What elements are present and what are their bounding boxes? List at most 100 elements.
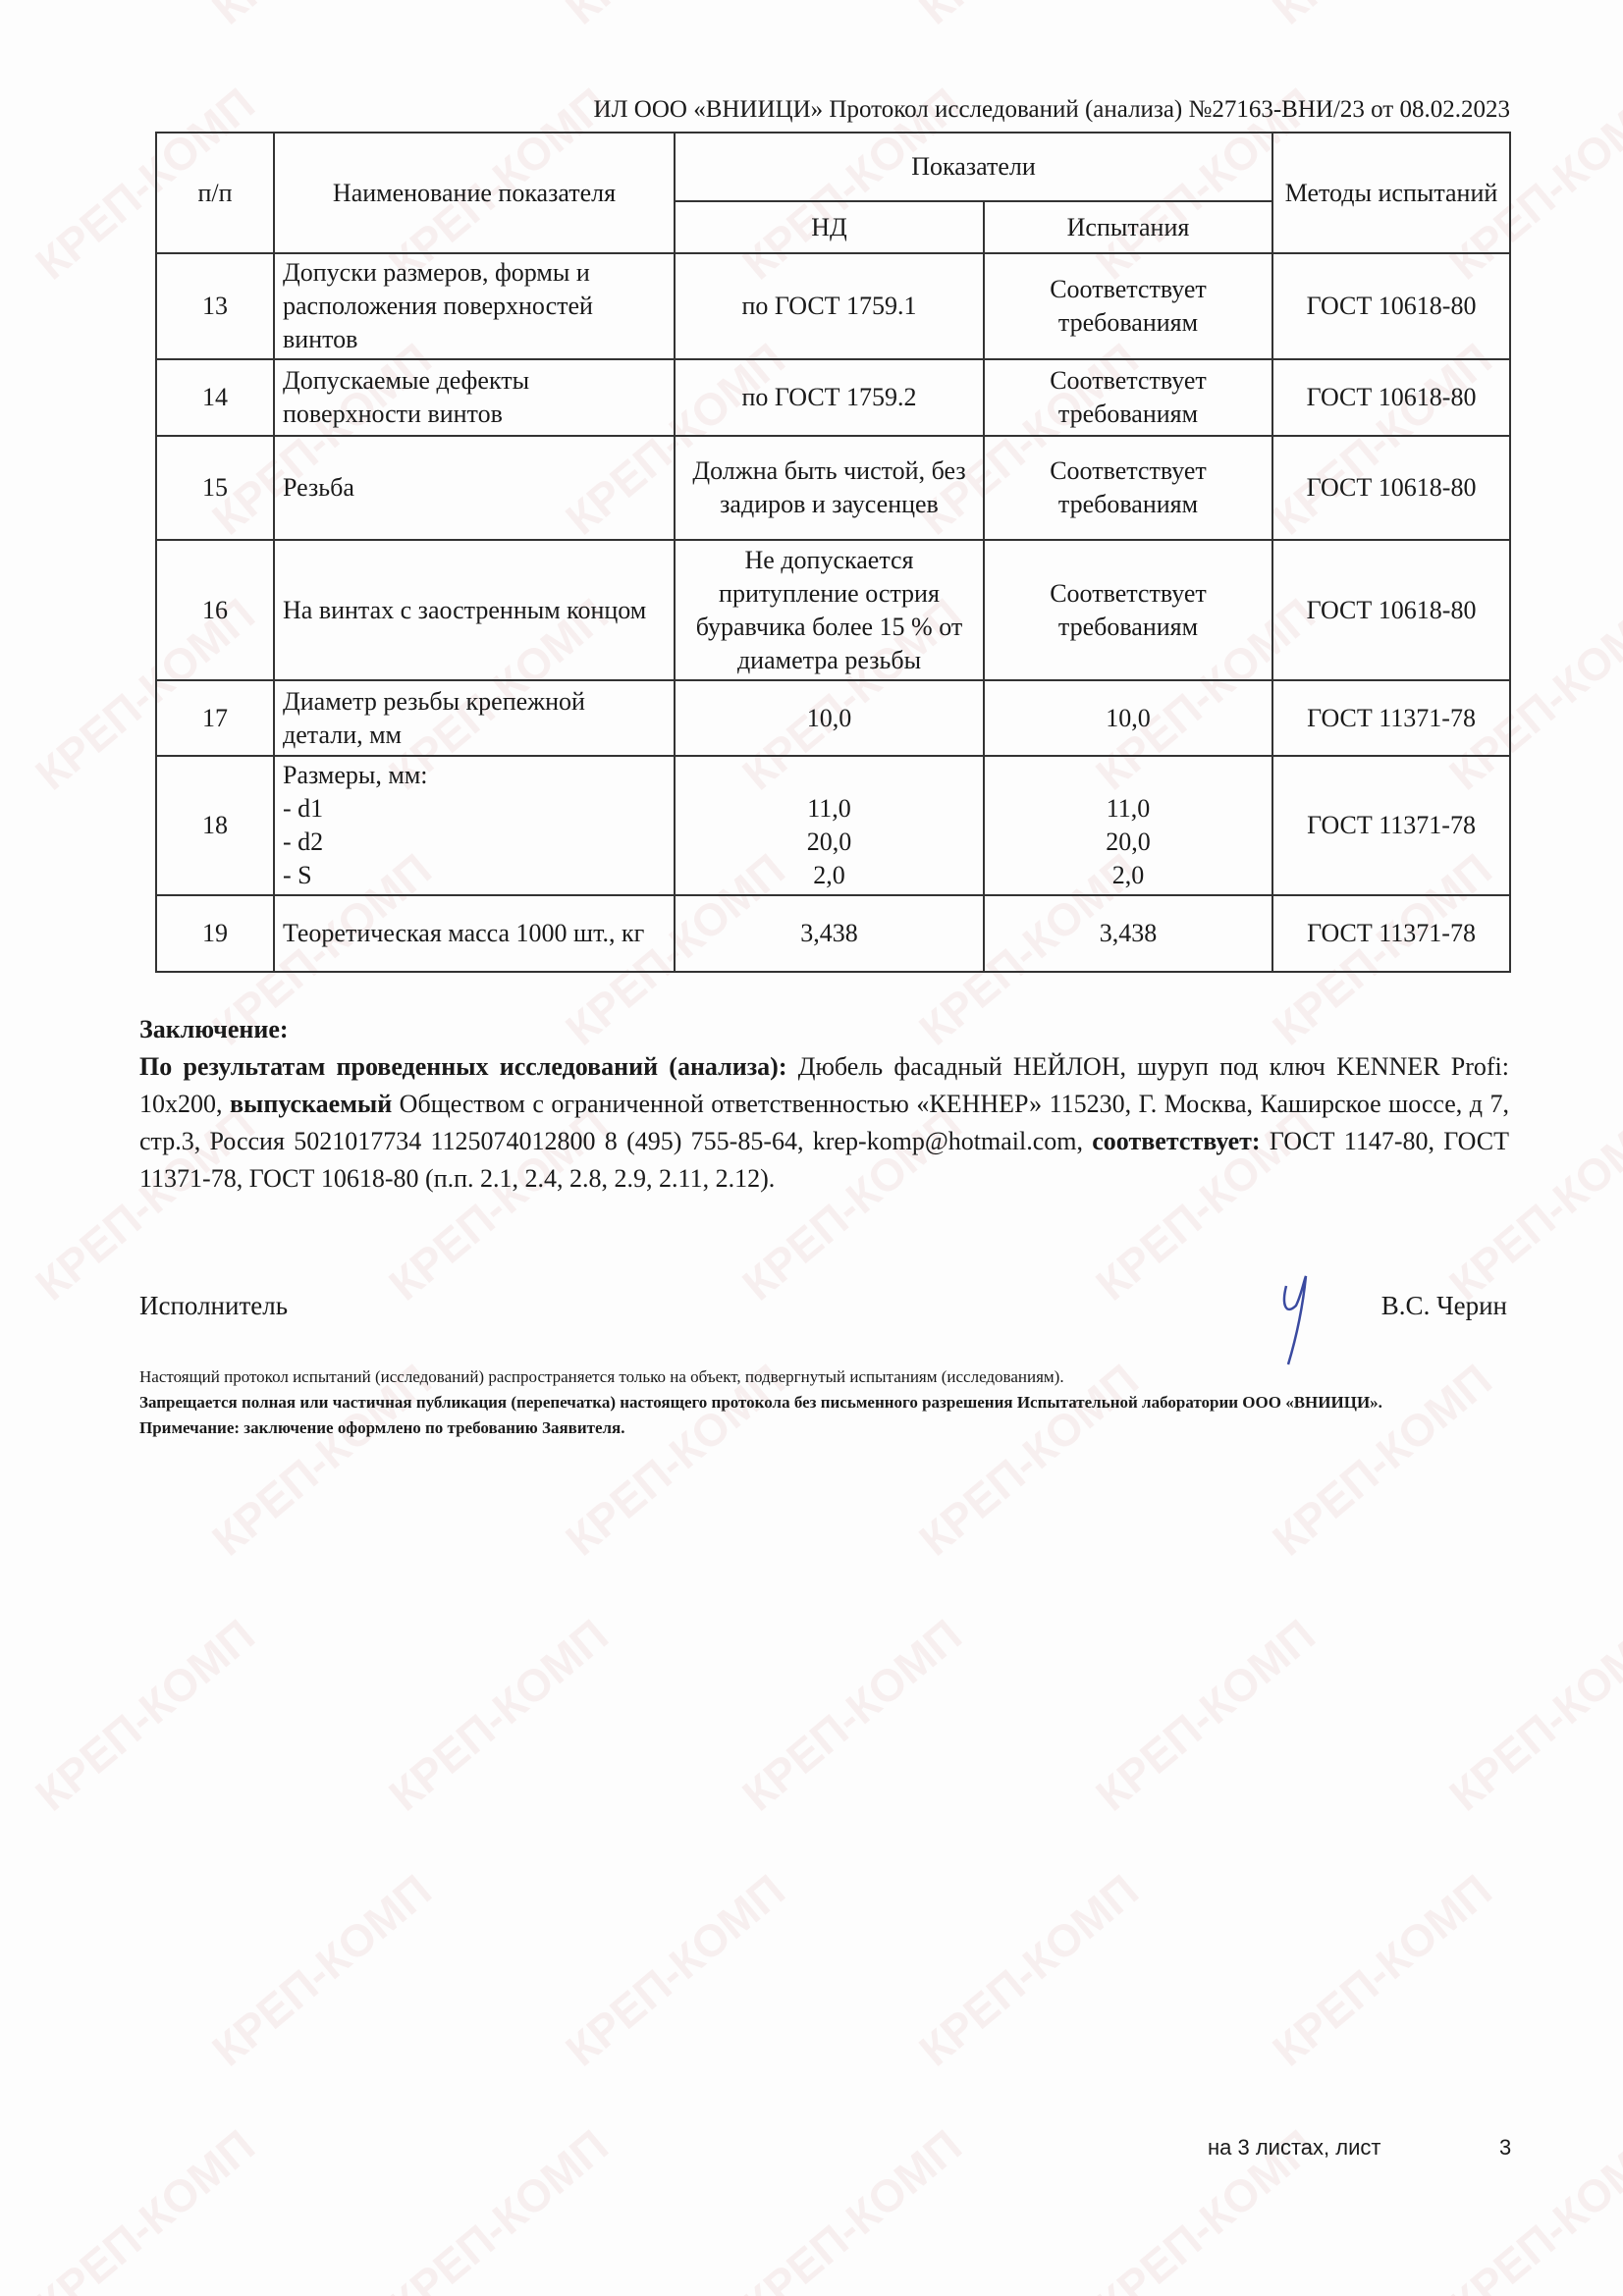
cell-nd: 3,438	[674, 894, 985, 973]
table-row: 18 Размеры, мм: - d1 - d2 - S 11,0 20,0 …	[155, 755, 1512, 896]
cell-method: ГОСТ 11371-78	[1271, 894, 1512, 973]
cell-method: ГОСТ 10618-80	[1271, 358, 1512, 437]
table-row: 15 Резьба Должна быть чистой, без задиро…	[155, 435, 1512, 541]
test-d1: 11,0	[1106, 794, 1151, 823]
test-s: 2,0	[1111, 861, 1145, 889]
cell-test: 3,438	[982, 894, 1274, 973]
dimension-d2: - d2	[283, 828, 324, 856]
header-methods: Методы испытаний	[1271, 132, 1512, 254]
cell-test: 10,0	[982, 679, 1274, 757]
cell-test: 11,0 20,0 2,0	[982, 755, 1274, 896]
cell-nd: по ГОСТ 1759.1	[674, 252, 985, 360]
cell-nd: 11,0 20,0 2,0	[674, 755, 985, 896]
watermark-text: КРЕП-КОМП	[1438, 2119, 1623, 2296]
table-row: 19 Теоретическая масса 1000 шт., кг 3,43…	[155, 894, 1512, 973]
cell-name: Допускаемые дефекты поверхности винтов	[273, 358, 676, 437]
watermark-text: КРЕП-КОМП	[731, 1609, 971, 1821]
dimensions-label: Размеры, мм:	[283, 761, 428, 789]
nd-d1: 11,0	[807, 794, 851, 823]
sheets-label: на 3 листах, лист	[1208, 2135, 1381, 2160]
watermark-text: КРЕП-КОМП	[378, 1609, 618, 1821]
cell-name: На винтах с заостренным концом	[273, 539, 676, 681]
cell-nd: Не допускается притупление острия буравч…	[674, 539, 985, 681]
cell-test: Соответствует требованиям	[982, 252, 1274, 360]
watermark-text: КРЕП-КОМП	[1615, 1864, 1623, 2076]
cell-method: ГОСТ 11371-78	[1271, 679, 1512, 757]
header-tests: Испытания	[982, 200, 1274, 254]
cell-name: Диаметр резьбы крепежной детали, мм	[273, 679, 676, 757]
watermark-text: КРЕП-КОМП	[908, 1864, 1148, 2076]
header-num: п/п	[155, 132, 275, 254]
cell-num: 14	[155, 358, 275, 437]
watermark-text: КРЕП-КОМП	[1615, 333, 1623, 545]
conclusion-title: Заключение:	[139, 1015, 289, 1043]
watermark-text: КРЕП-КОМП	[1262, 1864, 1501, 2076]
cell-name: Резьба	[273, 435, 676, 541]
watermark-text: КРЕП-КОМП	[555, 1864, 794, 2076]
cell-num: 18	[155, 755, 275, 896]
conclusion-part: выпускаемый	[230, 1090, 393, 1118]
watermark-text: КРЕП-КОМП	[1262, 0, 1501, 34]
note-scope: Настоящий протокол испытаний (исследован…	[139, 1367, 1064, 1386]
cell-nd: Должна быть чистой, без задиров и заусен…	[674, 435, 985, 541]
table-row: 14 Допускаемые дефекты поверхности винто…	[155, 358, 1512, 437]
watermark-text: КРЕП-КОМП	[25, 1609, 264, 1821]
conclusion-part: соответствует:	[1092, 1127, 1261, 1155]
cell-nd: 10,0	[674, 679, 985, 757]
notes: Настоящий протокол испытаний (исследован…	[139, 1364, 1475, 1441]
cell-method: ГОСТ 10618-80	[1271, 539, 1512, 681]
cell-test: Соответствует требованиям	[982, 539, 1274, 681]
watermark-text: КРЕП-КОМП	[1085, 1609, 1325, 1821]
header-nd: НД	[674, 200, 985, 254]
watermark-text: КРЕП-КОМП	[1615, 843, 1623, 1055]
nd-d2: 20,0	[806, 828, 852, 856]
nd-s: 2,0	[813, 861, 845, 889]
cell-num: 17	[155, 679, 275, 757]
cell-name: Теоретическая масса 1000 шт., кг	[273, 894, 676, 973]
cell-num: 15	[155, 435, 275, 541]
note-publication: Запрещается полная или частичная публика…	[139, 1393, 1382, 1412]
cell-method: ГОСТ 10618-80	[1271, 435, 1512, 541]
cell-method: ГОСТ 11371-78	[1271, 755, 1512, 896]
signature	[1282, 1275, 1308, 1365]
cell-nd: по ГОСТ 1759.2	[674, 358, 985, 437]
executor-label: Исполнитель	[139, 1291, 289, 1320]
dimension-d1: - d1	[283, 794, 324, 823]
dimension-s: - S	[283, 861, 312, 889]
header-name: Наименование показателя	[273, 132, 676, 254]
conclusion: Заключение: По результатам проведенных и…	[139, 1011, 1509, 1198]
cell-name: Размеры, мм: - d1 - d2 - S	[273, 755, 676, 896]
table-row: 13 Допуски размеров, формы и расположени…	[155, 252, 1512, 360]
table-row: 17 Диаметр резьбы крепежной детали, мм 1…	[155, 679, 1512, 757]
cell-num: 13	[155, 252, 275, 360]
conclusion-part: ГОСТ 1147-80, ГОСТ 11371-78, ГОСТ 10618-…	[139, 1127, 1509, 1193]
watermark-text: КРЕП-КОМП	[555, 0, 794, 34]
cell-test: Соответствует требованиям	[982, 435, 1274, 541]
cell-num: 16	[155, 539, 275, 681]
page-number: 3	[1499, 2135, 1512, 2160]
watermark-text: КРЕП-КОМП	[1615, 1354, 1623, 1566]
cell-test: Соответствует требованиям	[982, 358, 1274, 437]
header-indicators: Показатели	[673, 132, 1274, 202]
watermark-text: КРЕП-КОМП	[25, 2119, 264, 2296]
table-row: 16 На винтах с заостренным концом Не доп…	[155, 539, 1512, 681]
conclusion-part: Обществом с ограниченной ответственность…	[139, 1090, 1510, 1155]
watermark-text: КРЕП-КОМП	[0, 0, 87, 34]
watermark-text: КРЕП-КОМП	[201, 1864, 441, 2076]
watermark-text: КРЕП-КОМП	[731, 2119, 971, 2296]
conclusion-text: По результатам проведенных исследований …	[139, 1048, 1509, 1198]
note-remark: Примечание: заключение оформлено по треб…	[139, 1418, 625, 1437]
watermark-text: КРЕП-КОМП	[201, 0, 441, 34]
cell-name: Допуски размеров, формы и расположения п…	[273, 252, 676, 360]
watermark-text: КРЕП-КОМП	[378, 2119, 618, 2296]
watermark-text: КРЕП-КОМП	[1438, 1609, 1623, 1821]
cell-num: 19	[155, 894, 275, 973]
conclusion-lead: По результатам проведенных исследований …	[139, 1052, 787, 1081]
cell-method: ГОСТ 10618-80	[1271, 252, 1512, 360]
document-header: ИЛ ООО «ВНИИЦИ» Протокол исследований (а…	[593, 96, 1510, 123]
conclusion-part: Дюбель фасадный НЕЙЛОН, шуруп под ключ K…	[139, 1052, 1509, 1118]
results-table: п/п Наименование показателя Показатели М…	[155, 132, 1512, 973]
test-d2: 20,0	[1106, 828, 1151, 856]
watermark-text: КРЕП-КОМП	[908, 0, 1148, 34]
executor-name: В.С. Черин	[1380, 1291, 1507, 1320]
